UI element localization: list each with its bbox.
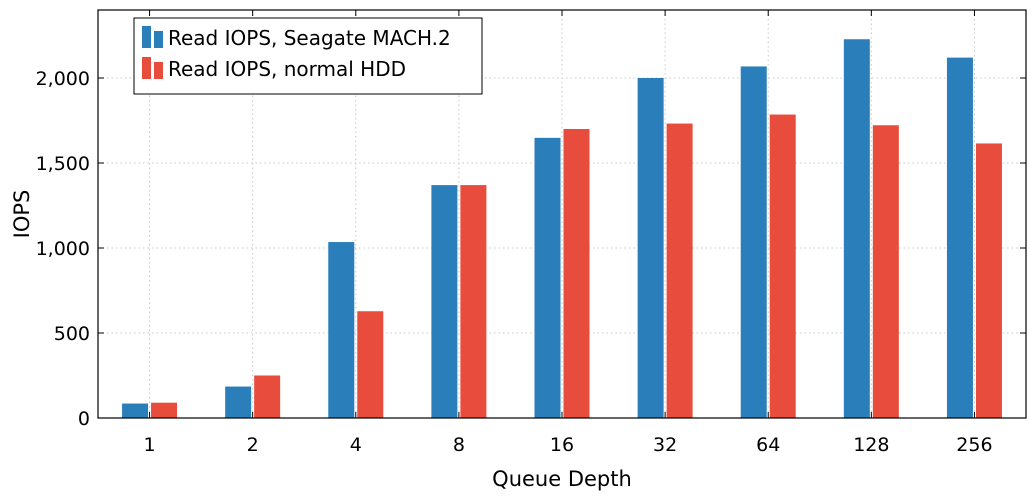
legend-label: Read IOPS, normal HDD [168, 57, 406, 81]
x-tick-label: 4 [350, 434, 362, 456]
x-tick-label: 1 [144, 434, 156, 456]
bar-seagate-mach2 [225, 386, 252, 418]
x-axis-label: Queue Depth [492, 467, 632, 491]
x-tick-label: 256 [956, 434, 992, 456]
bar-normal-hdd [563, 129, 590, 418]
x-tick-label: 128 [853, 434, 889, 456]
bar-normal-hdd [666, 123, 693, 418]
bar-normal-hdd [975, 143, 1002, 418]
legend-box [133, 17, 483, 95]
legend-swatch [142, 57, 151, 79]
x-tick-label: 16 [550, 434, 574, 456]
y-tick-label: 500 [54, 323, 90, 345]
legend: Read IOPS, Seagate MACH.2 Read IOPS, norm… [133, 17, 483, 95]
legend-swatch [142, 26, 151, 48]
bar-normal-hdd [357, 311, 384, 418]
bar-normal-hdd [769, 114, 796, 419]
bar-normal-hdd [151, 402, 178, 418]
bar-seagate-mach2 [328, 242, 355, 418]
bar-normal-hdd [460, 185, 487, 418]
x-tick-label: 2 [247, 434, 259, 456]
bar-seagate-mach2 [431, 185, 458, 418]
y-tick-label: 2,000 [36, 68, 90, 90]
bar-seagate-mach2 [534, 137, 561, 418]
y-tick-label: 1,000 [36, 238, 90, 260]
legend-swatch [154, 62, 163, 79]
y-axis-label: IOPS [10, 190, 34, 239]
bar-seagate-mach2 [122, 403, 149, 418]
x-tick-label: 8 [453, 434, 465, 456]
bar-normal-hdd [872, 125, 899, 418]
y-tick-label: 0 [78, 408, 90, 430]
x-tick-label: 32 [653, 434, 677, 456]
legend-swatch [154, 31, 163, 48]
bar-groups [122, 39, 1002, 419]
bar-seagate-mach2 [946, 57, 973, 418]
bar-normal-hdd [254, 375, 281, 418]
x-tick-label: 64 [756, 434, 780, 456]
y-tick-label: 1,500 [36, 153, 90, 175]
axis-ticks: 1 2 4 8 16 32 64 128 256 0 500 1,000 1,500 2,000 [36, 10, 1026, 456]
bar-seagate-mach2 [740, 66, 767, 418]
bar-seagate-mach2 [637, 78, 664, 418]
legend-label: Read IOPS, Seagate MACH.2 [168, 26, 451, 50]
bar-seagate-mach2 [843, 39, 870, 419]
